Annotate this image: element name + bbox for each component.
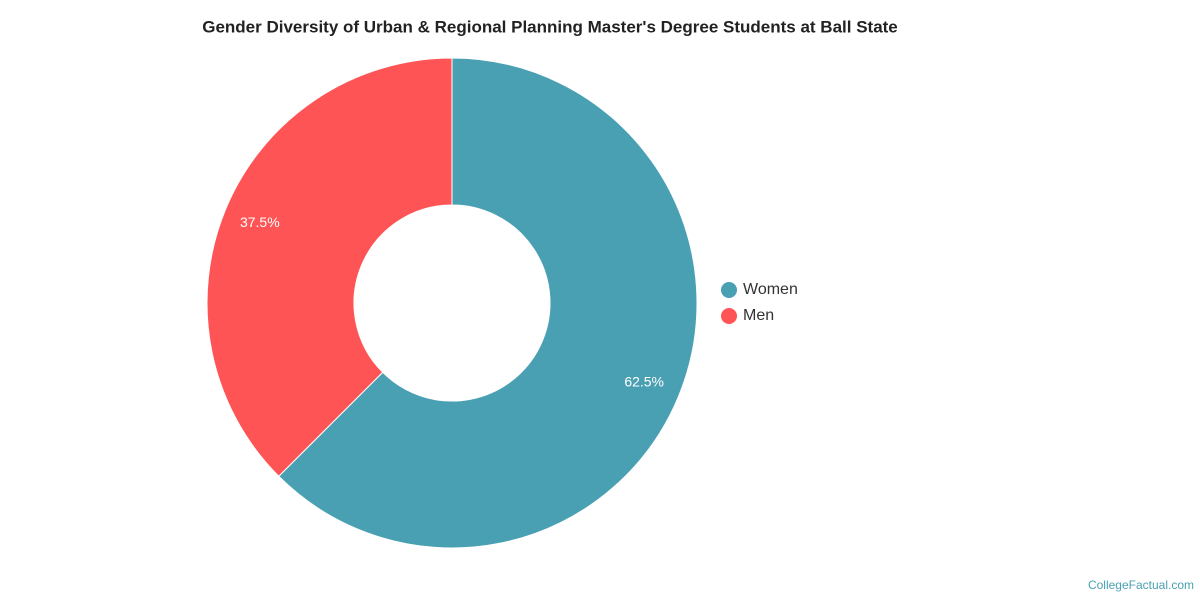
- data-label: 62.5%: [624, 373, 664, 389]
- legend-marker: [721, 282, 737, 298]
- donut-slice: [278, 57, 698, 549]
- legend-label: Women: [743, 281, 798, 298]
- credit: CollegeFactual.com: [1088, 578, 1194, 592]
- legend-marker: [721, 308, 737, 324]
- data-label: 37.5%: [240, 214, 280, 230]
- chart-title: Gender Diversity of Urban & Regional Pla…: [202, 17, 898, 36]
- legend-label: Men: [743, 307, 774, 324]
- donut-slice: [206, 57, 453, 477]
